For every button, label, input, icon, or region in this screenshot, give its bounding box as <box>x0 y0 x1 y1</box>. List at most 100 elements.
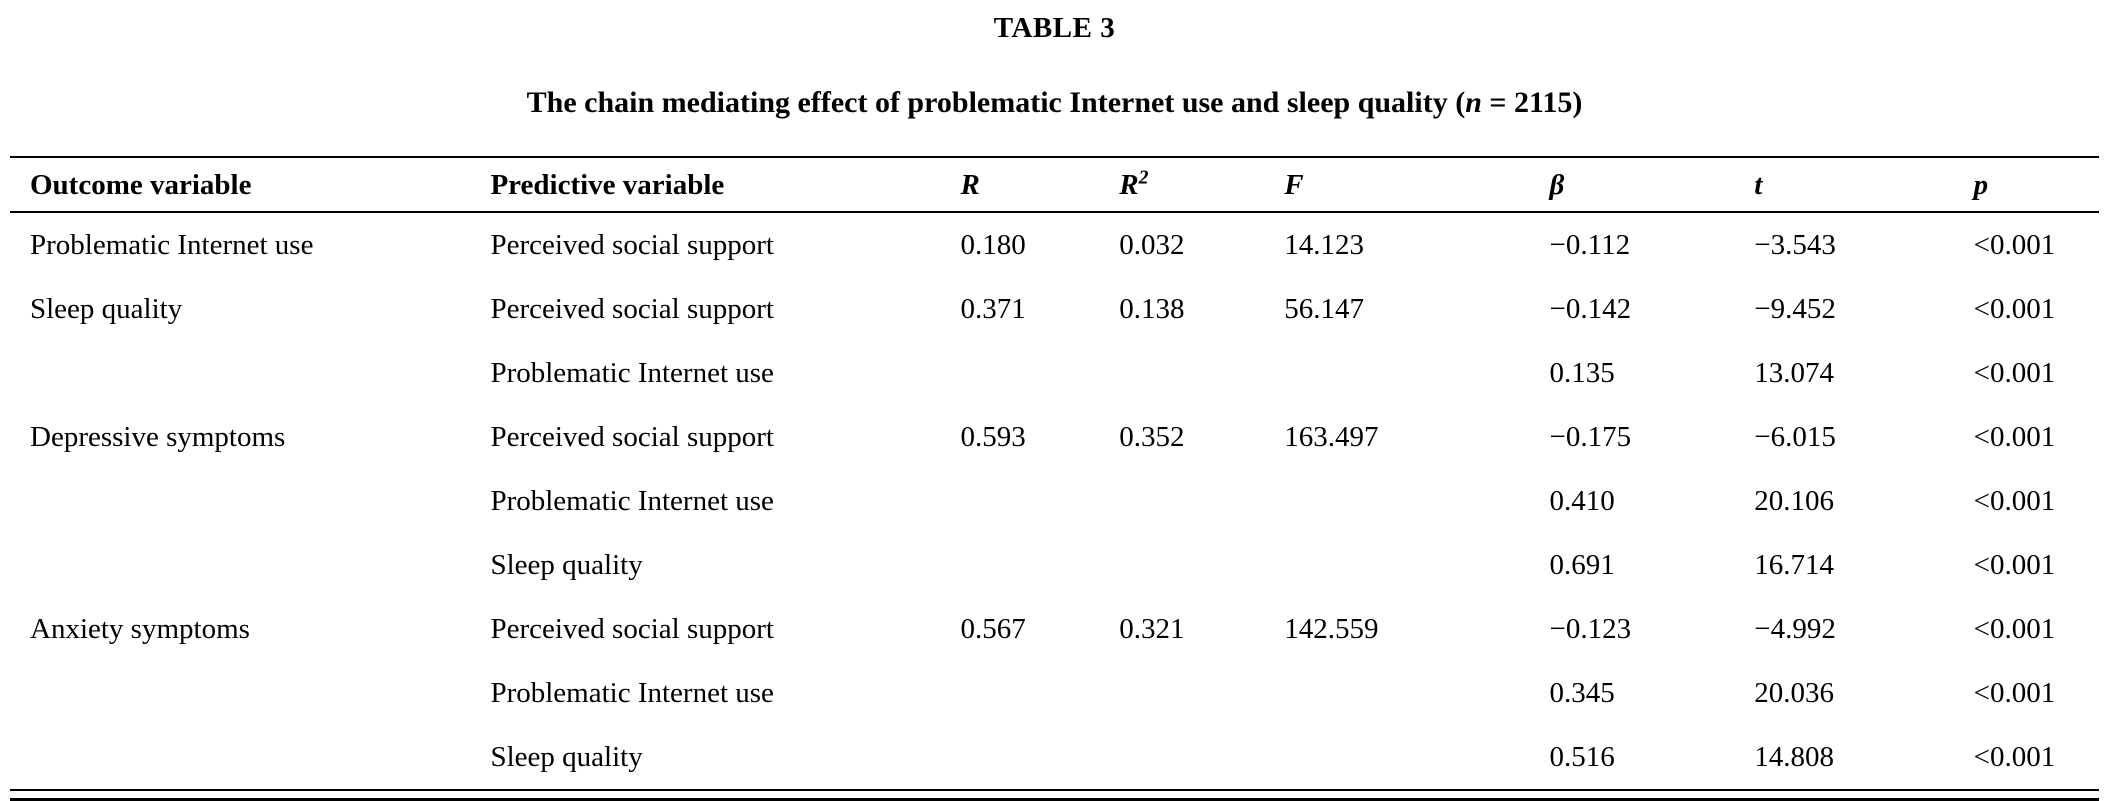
table-caption: The chain mediating effect of problemati… <box>10 86 2099 120</box>
table-row: Problematic Internet use 0.135 13.074 <0… <box>10 341 2099 405</box>
cell-t: −4.992 <box>1754 613 1836 645</box>
cell-predictive: Problematic Internet use <box>490 357 774 389</box>
cell-t: 13.074 <box>1754 357 1835 389</box>
cell-outcome: Problematic Internet use <box>30 229 314 261</box>
cell-p: <0.001 <box>1973 549 2056 581</box>
cell-p: <0.001 <box>1973 229 2056 261</box>
cell-p: <0.001 <box>1973 421 2056 453</box>
header-r-squared: R2 <box>1119 157 1285 213</box>
cell-t: 16.714 <box>1754 549 1835 581</box>
cell-r-squared <box>1119 341 1284 405</box>
cell-p: <0.001 <box>1973 357 2056 389</box>
cell-p: <0.001 <box>1973 613 2056 645</box>
table-row: Sleep quality Perceived social support 0… <box>10 277 2099 341</box>
cell-r <box>960 661 1119 725</box>
cell-predictive: Sleep quality <box>490 549 643 581</box>
table-row: Anxiety symptoms Perceived social suppor… <box>10 597 2099 661</box>
cell-t: −9.452 <box>1754 293 1836 325</box>
cell-r: 0.567 <box>960 613 1026 645</box>
cell-t: −6.015 <box>1754 421 1836 453</box>
cell-f <box>1284 341 1549 405</box>
cell-f: 142.559 <box>1284 613 1379 645</box>
caption-text: The chain mediating effect of problemati… <box>526 86 1466 119</box>
cell-r <box>960 533 1119 597</box>
cell-p: <0.001 <box>1973 485 2056 517</box>
header-predictive-variable: Predictive variable <box>490 157 961 213</box>
header-t: t <box>1754 157 1974 213</box>
cell-r-squared <box>1119 661 1284 725</box>
cell-beta: −0.142 <box>1549 293 1632 325</box>
cell-r <box>960 469 1119 533</box>
cell-predictive: Perceived social support <box>490 613 774 645</box>
header-r-squared-sup: 2 <box>1138 166 1149 189</box>
cell-beta: 0.345 <box>1549 677 1615 709</box>
cell-f: 14.123 <box>1284 229 1364 261</box>
table-head: Outcome variable Predictive variable R R… <box>10 157 2099 213</box>
cell-t: 20.036 <box>1754 677 1835 709</box>
cell-predictive: Perceived social support <box>490 421 774 453</box>
cell-outcome <box>10 725 490 790</box>
table-header-row: Outcome variable Predictive variable R R… <box>10 157 2099 213</box>
cell-f <box>1284 469 1549 533</box>
table-row: Sleep quality 0.516 14.808 <0.001 <box>10 725 2099 790</box>
cell-outcome <box>10 661 490 725</box>
cell-outcome: Anxiety symptoms <box>30 613 250 645</box>
cell-outcome <box>10 341 490 405</box>
table-row: Sleep quality 0.691 16.714 <0.001 <box>10 533 2099 597</box>
header-r-squared-base: R <box>1119 169 1139 201</box>
statistics-table-wrapper: Outcome variable Predictive variable R R… <box>10 156 2099 801</box>
cell-r-squared <box>1119 725 1284 790</box>
caption-text-suffix: = 2115) <box>1481 86 1583 119</box>
cell-f <box>1284 533 1549 597</box>
cell-beta: −0.112 <box>1549 229 1631 261</box>
cell-r-squared: 0.138 <box>1119 293 1185 325</box>
cell-beta: 0.410 <box>1549 485 1615 517</box>
cell-predictive: Sleep quality <box>490 741 643 773</box>
cell-r-squared: 0.032 <box>1119 229 1185 261</box>
cell-f: 163.497 <box>1284 421 1379 453</box>
table-row: Problematic Internet use 0.345 20.036 <0… <box>10 661 2099 725</box>
cell-t: −3.543 <box>1754 229 1836 261</box>
cell-r-squared <box>1119 533 1284 597</box>
cell-r: 0.593 <box>960 421 1026 453</box>
cell-r-squared <box>1119 469 1284 533</box>
cell-p: <0.001 <box>1973 293 2056 325</box>
cell-r-squared: 0.321 <box>1119 613 1185 645</box>
header-r: R <box>960 157 1120 213</box>
table-number-title: TABLE 3 <box>993 12 1116 44</box>
cell-predictive: Perceived social support <box>490 293 774 325</box>
cell-t: 14.808 <box>1754 741 1835 773</box>
cell-outcome: Depressive symptoms <box>30 421 286 453</box>
cell-predictive: Problematic Internet use <box>490 485 774 517</box>
cell-outcome: Sleep quality <box>30 293 183 325</box>
caption-n-symbol: n <box>1465 86 1482 119</box>
cell-beta: −0.175 <box>1549 421 1632 453</box>
cell-beta: 0.516 <box>1549 741 1615 773</box>
header-f: F <box>1284 157 1550 213</box>
cell-outcome <box>10 469 490 533</box>
table-body: Problematic Internet use Perceived socia… <box>10 212 2099 790</box>
cell-outcome <box>10 533 490 597</box>
cell-p: <0.001 <box>1973 677 2056 709</box>
table-row: Problematic Internet use Perceived socia… <box>10 212 2099 277</box>
cell-beta: 0.135 <box>1549 357 1615 389</box>
cell-f <box>1284 661 1549 725</box>
header-outcome-variable: Outcome variable <box>10 157 491 213</box>
table-row: Problematic Internet use 0.410 20.106 <0… <box>10 469 2099 533</box>
cell-p: <0.001 <box>1973 741 2056 773</box>
header-beta: β <box>1549 157 1755 213</box>
cell-beta: 0.691 <box>1549 549 1615 581</box>
cell-predictive: Perceived social support <box>490 229 774 261</box>
cell-r <box>960 725 1119 790</box>
cell-r-squared: 0.352 <box>1119 421 1185 453</box>
header-p: p <box>1973 157 2099 213</box>
statistics-table: Outcome variable Predictive variable R R… <box>10 156 2099 791</box>
table-row: Depressive symptoms Perceived social sup… <box>10 405 2099 469</box>
cell-beta: −0.123 <box>1549 613 1632 645</box>
cell-t: 20.106 <box>1754 485 1835 517</box>
cell-r: 0.180 <box>960 229 1026 261</box>
cell-r <box>960 341 1119 405</box>
cell-f: 56.147 <box>1284 293 1364 325</box>
cell-r: 0.371 <box>960 293 1026 325</box>
